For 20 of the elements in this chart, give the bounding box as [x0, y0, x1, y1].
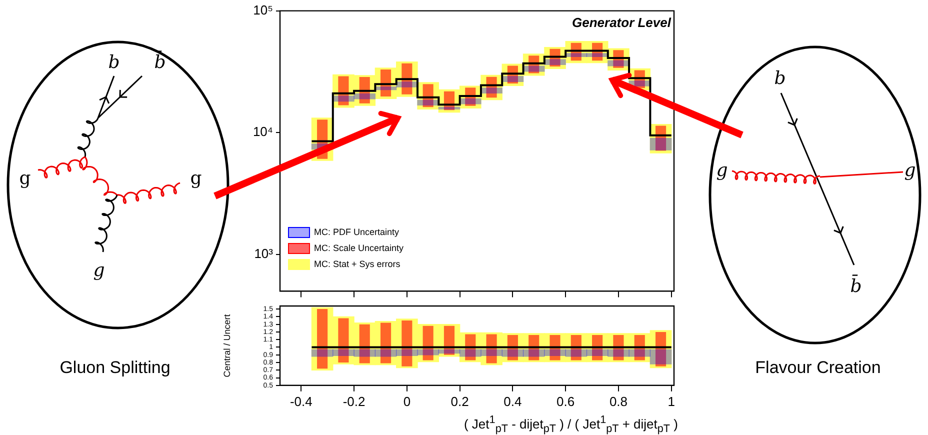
annotation: Generator Level — [572, 14, 672, 30]
x-tick-label: -0.2 — [342, 394, 366, 409]
y-axis-title: Central / Uncert — [222, 314, 232, 378]
y-tick-label: 10³ — [254, 246, 274, 262]
x-tick-label: 0.6 — [556, 394, 575, 409]
x-tick-label: 0 — [403, 394, 411, 409]
x-tick-label: 0.8 — [609, 394, 628, 409]
x-tick-label: 0.4 — [504, 394, 522, 409]
flavour-creation-diagram: b g g b̄ — [708, 46, 922, 344]
text: ( Jet$^{1}$$_{pT}$ - dijet$_{pT}$ ) / ( Jet$^{1}$$_{pT}$ + dijet$_{pT}$ ) — [464, 414, 678, 435]
text: Flavour Creation — [755, 358, 881, 377]
x-tick-label: -0.4 — [290, 394, 312, 409]
x-tick-label: 0.2 — [450, 394, 469, 409]
text: Gluon Splitting — [60, 358, 170, 377]
legend-label: MC: Scale Uncertainty — [314, 243, 404, 253]
x-tick-label: 1 — [668, 394, 675, 409]
y-tick-label: 10⁵ — [253, 2, 273, 18]
y-tick-label: 10⁴ — [252, 124, 273, 140]
legend-label: MC: Stat + Sys errors — [314, 259, 400, 269]
legend-label: MC: PDF Uncertainty — [314, 227, 400, 237]
